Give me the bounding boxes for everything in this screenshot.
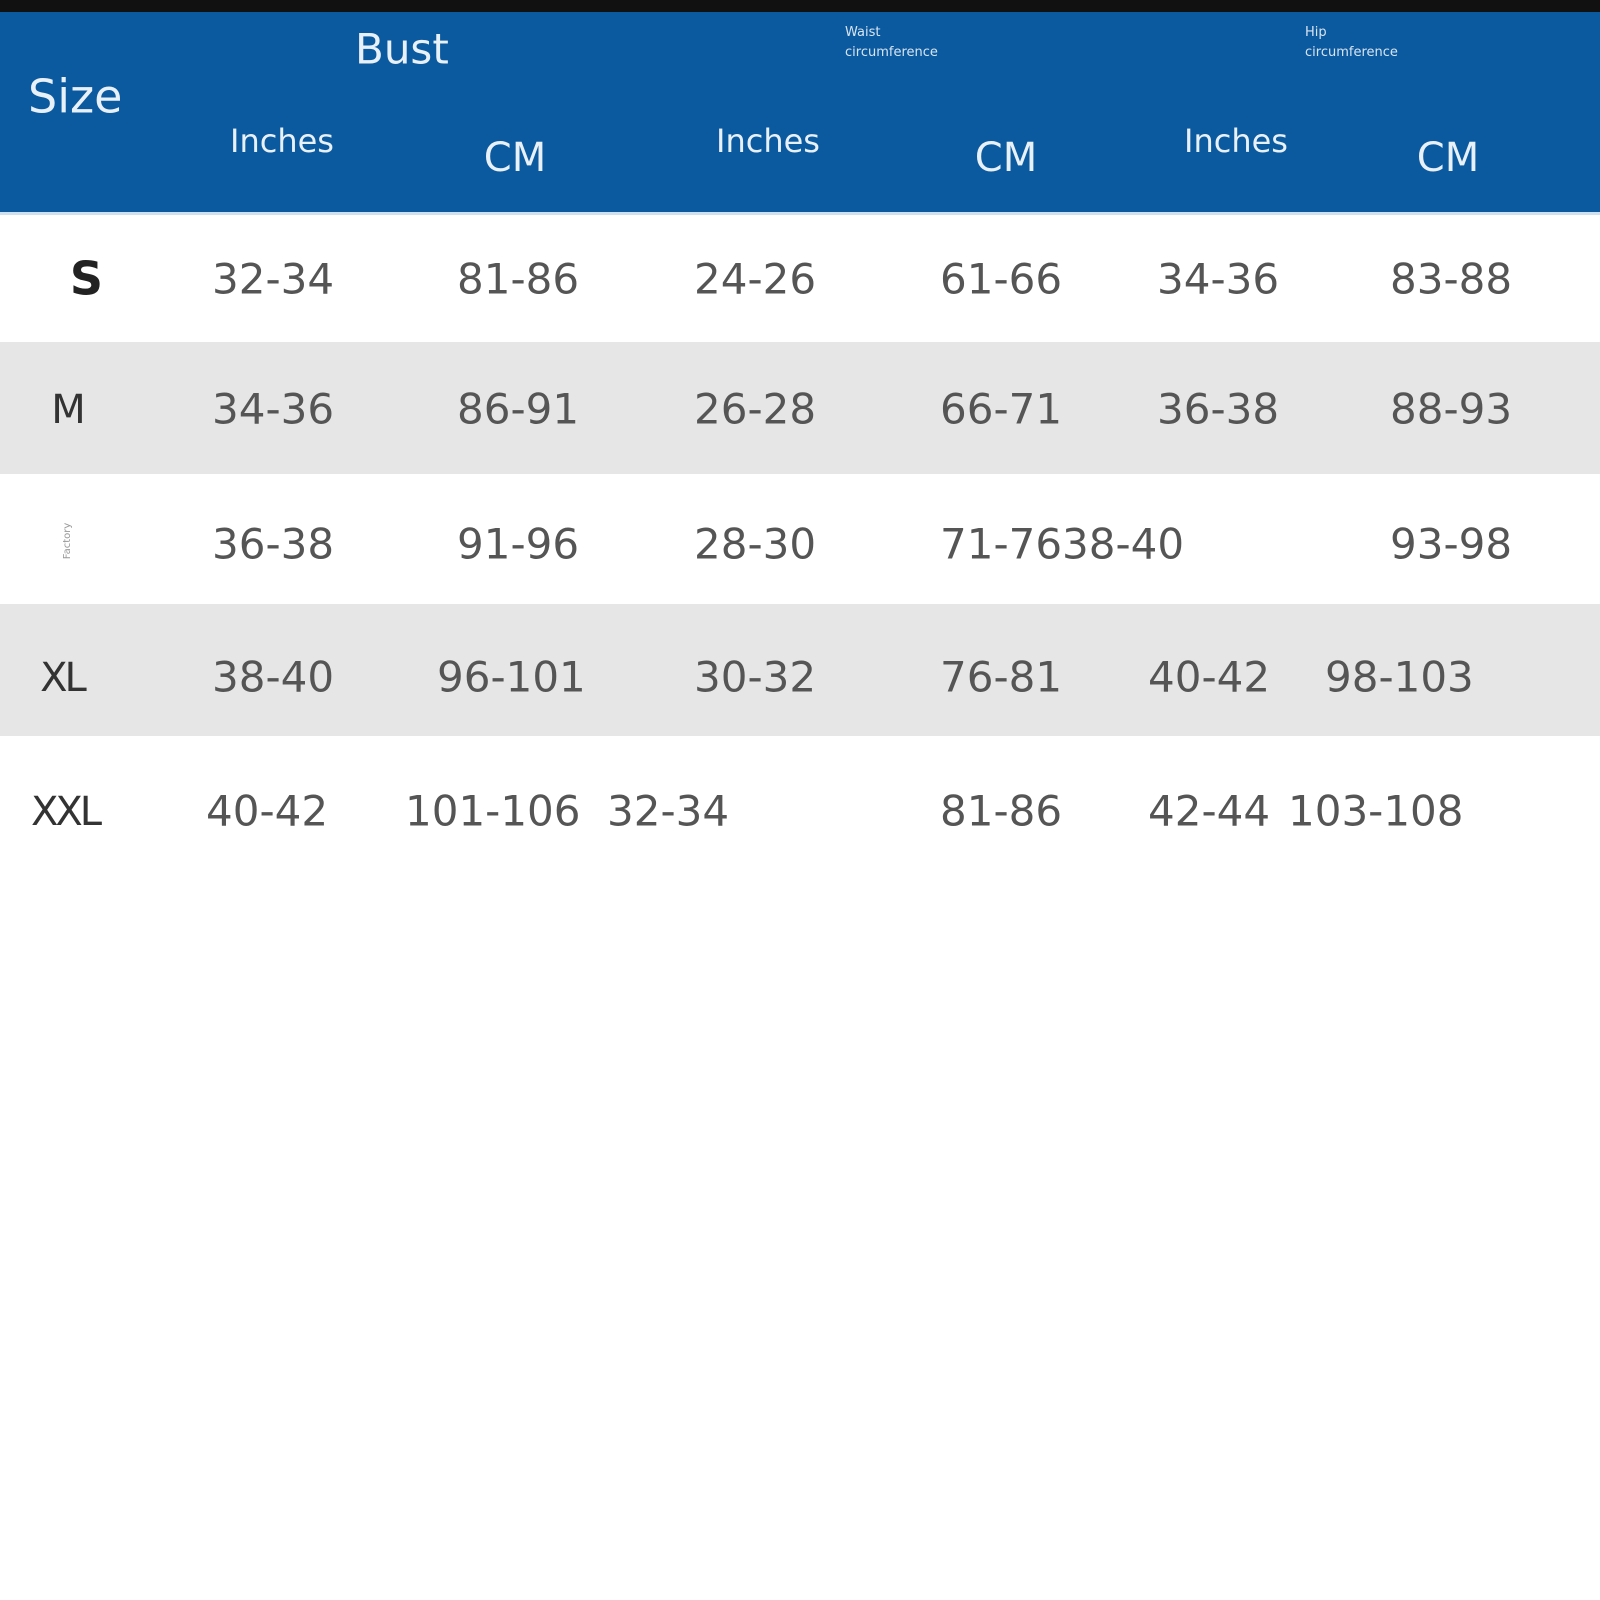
cell: 26-28 [694, 385, 816, 434]
unit-header: Inches [230, 122, 334, 160]
cell: 36-38 [212, 520, 334, 569]
group-header: Waist circumference [845, 25, 938, 60]
cell: 88-93 [1390, 385, 1512, 434]
cell: 32-34 [212, 255, 334, 304]
cell: 86-91 [457, 385, 579, 434]
cell: 103-108 [1288, 787, 1464, 836]
size-label: S [70, 252, 100, 306]
size-label: Factory [62, 523, 73, 560]
cell: 40-42 [206, 787, 328, 836]
group-header: Bust [355, 25, 449, 74]
size-label: XL [40, 655, 87, 701]
unit-header: CM [1417, 135, 1479, 181]
cell: 36-38 [1157, 385, 1279, 434]
cell: 91-96 [457, 520, 579, 569]
cell: 71-7638-40 [940, 520, 1184, 569]
top-bar [0, 0, 1600, 12]
row-band [0, 604, 1600, 736]
cell: 81-86 [457, 255, 579, 304]
cell: 61-66 [940, 255, 1062, 304]
cell: 42-44 [1148, 787, 1270, 836]
cell: 81-86 [940, 787, 1062, 836]
group-header: Hip circumference [1305, 25, 1398, 60]
size-label: XXL [31, 789, 103, 835]
cell: 96-101 [437, 653, 586, 702]
cell: 83-88 [1390, 255, 1512, 304]
cell: 40-42 [1148, 653, 1270, 702]
cell: 34-36 [212, 385, 334, 434]
cell: 30-32 [694, 653, 816, 702]
size-header: Size [28, 70, 122, 124]
unit-header: CM [484, 135, 546, 181]
cell: 28-30 [694, 520, 816, 569]
unit-header: Inches [1184, 122, 1288, 160]
cell: 98-103 [1325, 653, 1474, 702]
cell: 38-40 [212, 653, 334, 702]
cell: 34-36 [1157, 255, 1279, 304]
cell: 24-26 [694, 255, 816, 304]
header-rule [0, 212, 1600, 215]
cell: 66-71 [940, 385, 1062, 434]
cell: 32-34 [607, 787, 729, 836]
row-band [0, 342, 1600, 474]
unit-header: CM [975, 135, 1037, 181]
header-band [0, 12, 1600, 212]
size-label: M [51, 387, 83, 433]
cell: 76-81 [940, 653, 1062, 702]
cell: 101-106 [405, 787, 581, 836]
cell: 93-98 [1390, 520, 1512, 569]
unit-header: Inches [716, 122, 820, 160]
